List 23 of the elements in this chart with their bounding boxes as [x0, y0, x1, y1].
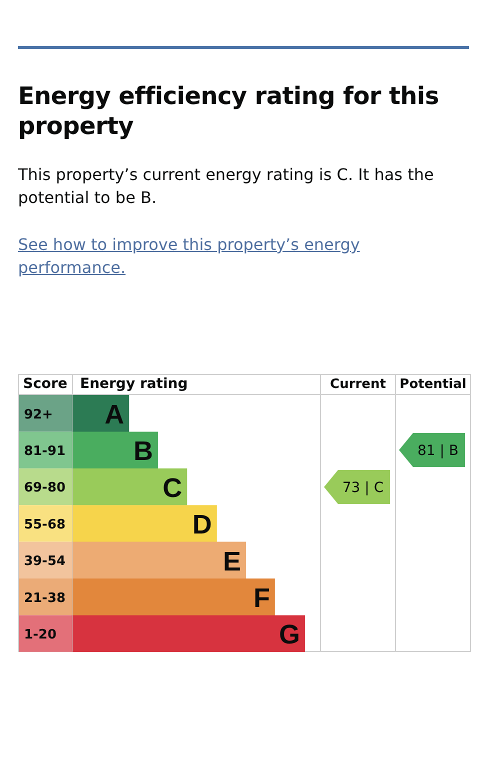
- text: Potential: [396, 375, 470, 395]
- y-axis-title: Score: [23, 376, 68, 392]
- text: See how to improve this property’s energy performance.: [18, 234, 361, 279]
- y-tick-label: 1-20: [24, 628, 57, 643]
- text: 81 | B: [417, 443, 459, 460]
- text: Current: [321, 375, 395, 395]
- x-axis-title: Energy rating: [80, 376, 188, 392]
- y-tick-label: 81-91: [24, 444, 66, 460]
- chart-title: Energy efficiency rating for this property: [18, 81, 440, 141]
- text: 73 | C: [342, 480, 384, 496]
- annotation: A: [104, 400, 124, 430]
- y-tick-label: 55-68: [24, 517, 66, 532]
- annotation: D: [192, 510, 212, 540]
- y-tick-label: 69-80: [24, 480, 66, 496]
- annotation: C: [162, 472, 182, 503]
- y-tick-label: 21-38: [24, 590, 66, 606]
- annotation: B: [133, 436, 153, 466]
- annotation: F: [253, 582, 270, 613]
- chart-subtitle: This property’s current energy rating is C. It has the potential to be B.: [18, 164, 435, 209]
- y-tick-label: 92+: [24, 407, 53, 422]
- y-tick-label: 39-54: [24, 554, 66, 570]
- annotation: G: [278, 620, 300, 650]
- annotation: E: [223, 546, 242, 576]
